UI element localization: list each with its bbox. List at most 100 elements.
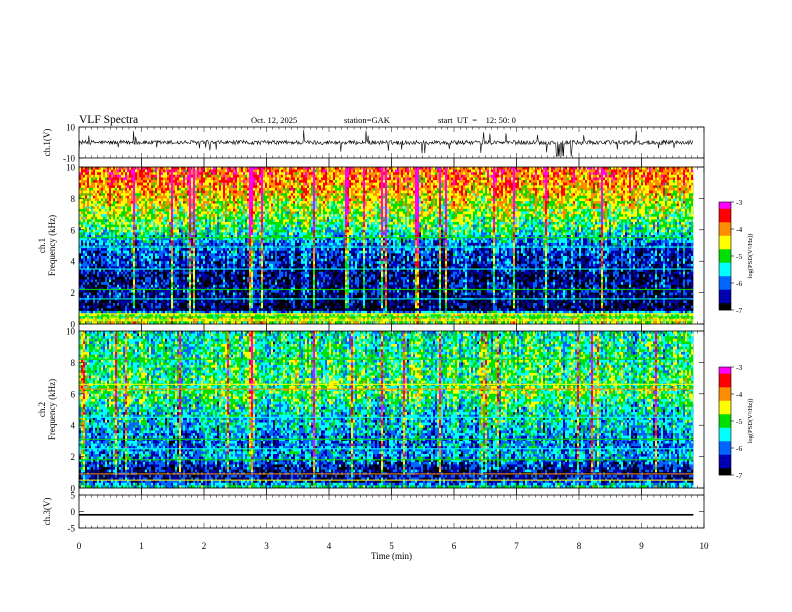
- spectrogram-cell: [579, 193, 582, 197]
- spectrogram-cell: [599, 185, 602, 189]
- spectrogram-cell: [661, 190, 664, 194]
- spectrogram-cell: [203, 201, 206, 204]
- spectrogram-cell: [529, 177, 532, 181]
- spectrogram-cell: [429, 193, 432, 197]
- spectrogram-cell: [345, 167, 348, 170]
- spectrogram-cell: [579, 172, 582, 176]
- spectrogram-cell: [663, 182, 666, 186]
- spectrogram-cell: [607, 177, 610, 181]
- spectrogram-cell: [543, 190, 546, 194]
- spectrogram-cell: [95, 174, 98, 178]
- spectrogram-cell: [637, 203, 640, 207]
- spectrogram-cell: [431, 167, 434, 170]
- spectrogram-cell: [629, 185, 632, 189]
- spectrogram-cell: [685, 174, 688, 178]
- spectrogram-cell: [81, 187, 84, 191]
- spectrogram-cell: [161, 177, 164, 181]
- spectrogram-cell: [141, 203, 144, 207]
- spectrogram-cell: [621, 167, 624, 170]
- spectrogram-cell: [403, 193, 406, 197]
- spectrogram-cell: [157, 177, 160, 181]
- spectrogram-cell: [485, 203, 488, 207]
- spectrogram-cell: [663, 190, 666, 194]
- spectrogram-cell: [323, 190, 326, 194]
- spectrogram-cell: [371, 185, 374, 189]
- spectrogram-cell: [191, 206, 194, 210]
- spectrogram-cell: [691, 174, 694, 178]
- spectrogram-cell: [309, 195, 312, 199]
- spectrogram-cell: [257, 180, 260, 183]
- spectrogram-cell: [351, 177, 354, 181]
- spectrogram-cell: [369, 203, 372, 207]
- spectrogram-cell: [303, 206, 306, 210]
- spectrogram-cell: [383, 187, 386, 191]
- spectrogram-cell: [681, 203, 684, 207]
- spectrogram-cell: [359, 174, 362, 178]
- spectrogram-cell: [471, 195, 474, 199]
- spectrogram-cell: [517, 203, 520, 207]
- spectrogram-cell: [197, 177, 200, 181]
- spectrogram-cell: [311, 172, 314, 176]
- spectrogram-cell: [255, 190, 258, 194]
- spectrogram-cell: [453, 203, 456, 207]
- spectrogram-cell: [471, 172, 474, 176]
- spectrogram-cell: [79, 198, 82, 202]
- spectrogram-cell: [657, 201, 660, 204]
- spectrogram-cell: [389, 203, 392, 207]
- spectrogram-cell: [357, 172, 360, 176]
- spectrogram-cell: [533, 172, 536, 176]
- spectrogram-cell: [579, 182, 582, 186]
- spectrogram-cell: [257, 206, 260, 210]
- spectrogram-cell: [413, 201, 416, 204]
- spectrogram-cell: [365, 180, 368, 183]
- spectrogram-cell: [555, 174, 558, 178]
- spectrogram-cell: [289, 201, 292, 204]
- spectrogram-cell: [637, 193, 640, 197]
- spectrogram-cell: [265, 198, 268, 202]
- spectrogram-cell: [197, 206, 200, 210]
- spectrogram-cell: [315, 180, 318, 183]
- spectrogram-cell: [359, 172, 362, 176]
- spectrogram-cell: [93, 193, 96, 197]
- spectrogram-cell: [299, 193, 302, 197]
- spectrogram-cell: [335, 174, 338, 178]
- spectrogram-cell: [177, 174, 180, 178]
- spectrogram-cell: [111, 172, 114, 176]
- spectrogram-cell: [671, 169, 674, 173]
- spectrogram-cell: [429, 182, 432, 186]
- spectrogram-cell: [685, 187, 688, 191]
- spectrogram-cell: [261, 169, 264, 173]
- spectrogram-cell: [589, 201, 592, 204]
- spectrogram-cell: [297, 174, 300, 178]
- spectrogram-cell: [343, 201, 346, 204]
- spectrogram-cell: [119, 167, 122, 170]
- spectrogram-cell: [659, 201, 662, 204]
- spectrogram-cell: [167, 185, 170, 189]
- spectrogram-cell: [317, 193, 320, 197]
- spectrogram-cell: [601, 185, 604, 189]
- spectrogram-cell: [187, 174, 190, 178]
- spectrogram-cell: [383, 206, 386, 210]
- spectrogram-cell: [137, 180, 140, 183]
- spectrogram-cell: [685, 172, 688, 176]
- spectrogram-cell: [323, 187, 326, 191]
- spectrogram-cell: [217, 195, 220, 199]
- spectrogram-cell: [569, 198, 572, 202]
- spectrogram-cell: [491, 185, 494, 189]
- spectrogram-cell: [327, 174, 330, 178]
- spectrogram-cell: [543, 180, 546, 183]
- spectrogram-cell: [269, 169, 272, 173]
- spectrogram-cell: [419, 180, 422, 183]
- spectrogram-cell: [535, 203, 538, 207]
- spectrogram-cell: [99, 203, 102, 207]
- spectrogram-cell: [337, 206, 340, 210]
- spectrogram-cell: [503, 172, 506, 176]
- spectrogram-cell: [683, 190, 686, 194]
- spectrogram-cell: [249, 206, 252, 210]
- spectrogram-cell: [161, 195, 164, 199]
- spectrogram-cell: [237, 185, 240, 189]
- spectrogram-cell: [121, 190, 124, 194]
- spectrogram-cell: [629, 177, 632, 181]
- spectrogram-cell: [229, 174, 232, 178]
- spectrogram-cell: [667, 172, 670, 176]
